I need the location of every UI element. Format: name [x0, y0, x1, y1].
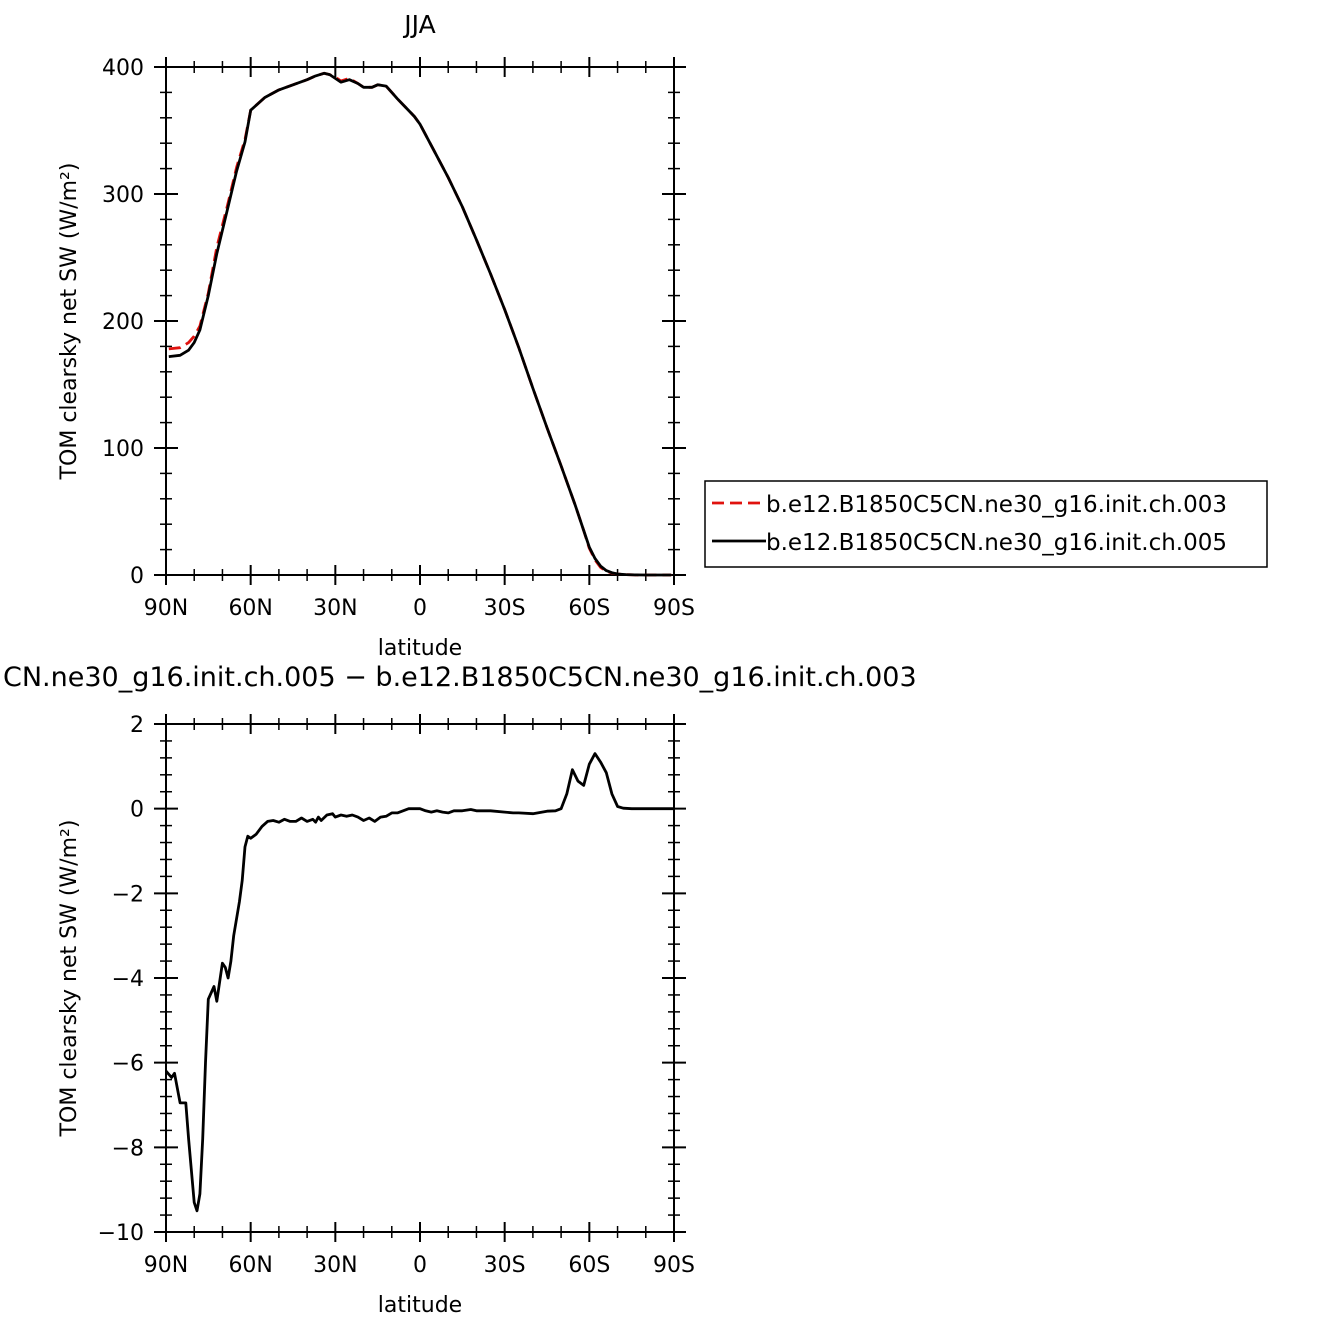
x-tick-label: 30N [313, 1253, 357, 1278]
x-axis-label: latitude [378, 1293, 462, 1318]
x-tick-label: 30S [484, 596, 526, 621]
y-tick-label: 300 [102, 183, 144, 208]
y-tick-label: −10 [98, 1221, 144, 1246]
series-line-1 [168, 71, 672, 577]
legend-entry: b.e12.B1850C5CN.ne30_g16.init.ch.005 [766, 530, 1227, 556]
plot-frame [165, 723, 675, 1233]
chart-title: CN.ne30_g16.init.ch.005 − b.e12.B1850C5C… [3, 662, 917, 693]
y-axis-label: TOM clearsky net SW (W/m²) [57, 820, 82, 1138]
bottom-panel: CN.ne30_g16.init.ch.005 − b.e12.B1850C5C… [3, 662, 917, 1318]
y-tick-label: 0 [130, 798, 144, 823]
y-tick-label: −2 [112, 882, 144, 907]
y-axis-label: TOM clearsky net SW (W/m²) [57, 163, 82, 481]
y-tick-label: 0 [130, 564, 144, 589]
series-line-0 [164, 752, 674, 1213]
x-tick-label: 90S [653, 596, 695, 621]
x-tick-label: 0 [413, 1253, 427, 1278]
x-tick-label: 0 [413, 596, 427, 621]
legend: b.e12.B1850C5CN.ne30_g16.init.ch.003 b.e1… [704, 480, 1268, 568]
x-tick-label: 60S [568, 1253, 610, 1278]
legend-box [704, 480, 1268, 568]
x-tick-label: 60S [568, 596, 610, 621]
y-tick-label: 2 [130, 713, 144, 738]
x-tick-label: 90S [653, 1253, 695, 1278]
y-tick-label: −8 [112, 1136, 144, 1161]
x-tick-label: 30S [484, 1253, 526, 1278]
legend-entry: b.e12.B1850C5CN.ne30_g16.init.ch.003 [766, 492, 1227, 518]
y-tick-label: −6 [112, 1052, 144, 1077]
y-tick-label: 400 [102, 56, 144, 81]
x-tick-label: 60N [228, 596, 272, 621]
chart-title: JJA [402, 10, 435, 39]
x-tick-label: 60N [228, 1253, 272, 1278]
plot-frame [165, 66, 675, 576]
y-tick-label: 200 [102, 310, 144, 335]
x-tick-label: 90N [144, 596, 188, 621]
y-tick-label: 100 [102, 437, 144, 462]
y-tick-label: −4 [112, 967, 144, 992]
top-panel: JJA 90N 60N 30N 0 30S 60S 90S 0 100 200 300 400 latit… [57, 10, 695, 661]
x-axis-label: latitude [378, 636, 462, 661]
x-tick-label: 90N [144, 1253, 188, 1278]
x-tick-label: 30N [313, 596, 357, 621]
